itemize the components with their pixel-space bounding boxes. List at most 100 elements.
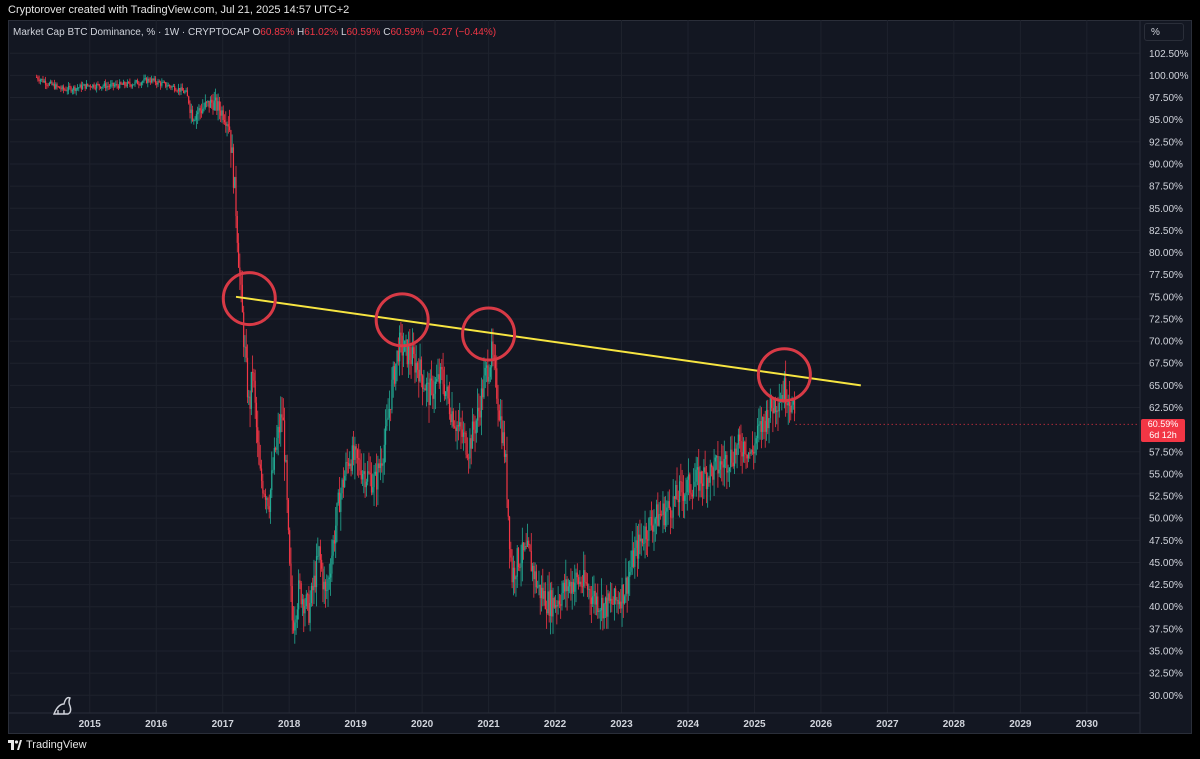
candle-body — [556, 605, 558, 607]
open-label: O — [252, 27, 261, 38]
candle-body — [468, 457, 470, 459]
candle-body — [523, 542, 525, 551]
candle-body — [654, 518, 656, 524]
candle-body — [581, 586, 584, 588]
y-tick-label: 62.50% — [1149, 403, 1183, 414]
candle-body — [144, 78, 146, 79]
candle-body — [158, 81, 160, 83]
candle-body — [249, 396, 251, 409]
candle-body — [365, 481, 367, 488]
candle-body — [689, 474, 691, 493]
candle-body — [227, 124, 229, 127]
x-tick-label: 2026 — [810, 719, 833, 730]
y-tick-label: 87.50% — [1149, 182, 1183, 193]
candle-body — [551, 590, 553, 617]
candle-body — [685, 492, 687, 496]
candle-body — [305, 594, 307, 607]
tradingview-logo[interactable]: TradingView — [8, 739, 87, 751]
candle-body — [638, 534, 640, 559]
candle-body — [560, 604, 562, 606]
candle-body — [361, 474, 364, 480]
candle-body — [341, 479, 343, 494]
candle-body — [722, 464, 724, 468]
symbol-legend[interactable]: Market Cap BTC Dominance, % · 1W · CRYPT… — [13, 27, 496, 38]
candle-body — [584, 570, 586, 583]
candle-body — [166, 86, 168, 88]
candle-body — [193, 120, 195, 122]
candle-body — [52, 83, 54, 85]
candle-body — [275, 447, 277, 450]
candle-body — [629, 571, 631, 577]
candle-body — [746, 454, 748, 459]
candle-body — [714, 457, 716, 462]
candle-body — [381, 463, 383, 466]
candle-body — [387, 417, 389, 420]
candle-body — [37, 77, 39, 80]
candle-body — [652, 525, 654, 532]
candle-body — [218, 101, 220, 111]
candle-body — [622, 584, 624, 604]
candle-body — [147, 78, 149, 84]
candle-body — [110, 84, 112, 87]
candle-body — [213, 100, 215, 110]
candle-body — [85, 83, 88, 89]
footer-bar — [0, 734, 1200, 759]
candle-body — [756, 425, 759, 439]
candle-body — [402, 351, 405, 356]
candle-body — [740, 440, 742, 453]
candle-body — [285, 460, 287, 462]
candle-body — [90, 86, 93, 88]
candle-body — [260, 468, 263, 481]
price-scale-unit-button[interactable]: % — [1144, 23, 1184, 41]
y-tick-label: 40.00% — [1149, 602, 1183, 613]
candle-body — [98, 84, 100, 87]
candle-body — [48, 82, 50, 86]
candle-body — [469, 438, 471, 459]
candle-body — [648, 518, 650, 541]
candle-body — [751, 450, 754, 452]
candle-body — [493, 354, 495, 360]
candle-body — [447, 386, 449, 399]
candle-body — [659, 514, 661, 516]
candle-body — [165, 82, 167, 87]
symbol-title[interactable]: Market Cap BTC Dominance, % · 1W · CRYPT… — [13, 27, 250, 38]
candle-body — [554, 605, 557, 608]
candle-body — [397, 350, 399, 362]
candle-body — [484, 367, 486, 376]
candle-body — [356, 449, 359, 459]
candle-body — [336, 503, 338, 526]
candle-body — [292, 620, 295, 631]
candle-body — [750, 450, 752, 454]
candle-body — [154, 78, 157, 83]
close-label: C — [383, 27, 391, 38]
candle-body — [393, 366, 396, 384]
candle-body — [701, 483, 704, 487]
candle-body — [207, 100, 209, 103]
candle-body — [124, 81, 126, 86]
candle-body — [229, 126, 231, 131]
candle-body — [419, 359, 421, 382]
candle-body — [62, 86, 65, 90]
candle-body — [418, 369, 420, 382]
candle-body — [35, 77, 38, 78]
candle-body — [321, 559, 323, 569]
candle-body — [259, 464, 261, 469]
candle-body — [543, 590, 545, 599]
candle-body — [479, 411, 481, 418]
change-value: −0.27 (−0.44%) — [427, 27, 497, 38]
candle-body — [223, 120, 226, 123]
candle-body — [770, 396, 773, 409]
candle-body — [117, 85, 119, 89]
candle-body — [470, 438, 472, 449]
candle-body — [575, 572, 577, 583]
candle-body — [294, 622, 296, 631]
candle-body — [436, 379, 438, 382]
y-tick-label: 57.50% — [1149, 447, 1183, 458]
candle-body — [171, 86, 173, 88]
candle-body — [553, 597, 555, 608]
candle-body — [126, 81, 128, 87]
candle-body — [184, 91, 186, 93]
candle-body — [427, 382, 429, 384]
candle-body — [461, 429, 463, 437]
